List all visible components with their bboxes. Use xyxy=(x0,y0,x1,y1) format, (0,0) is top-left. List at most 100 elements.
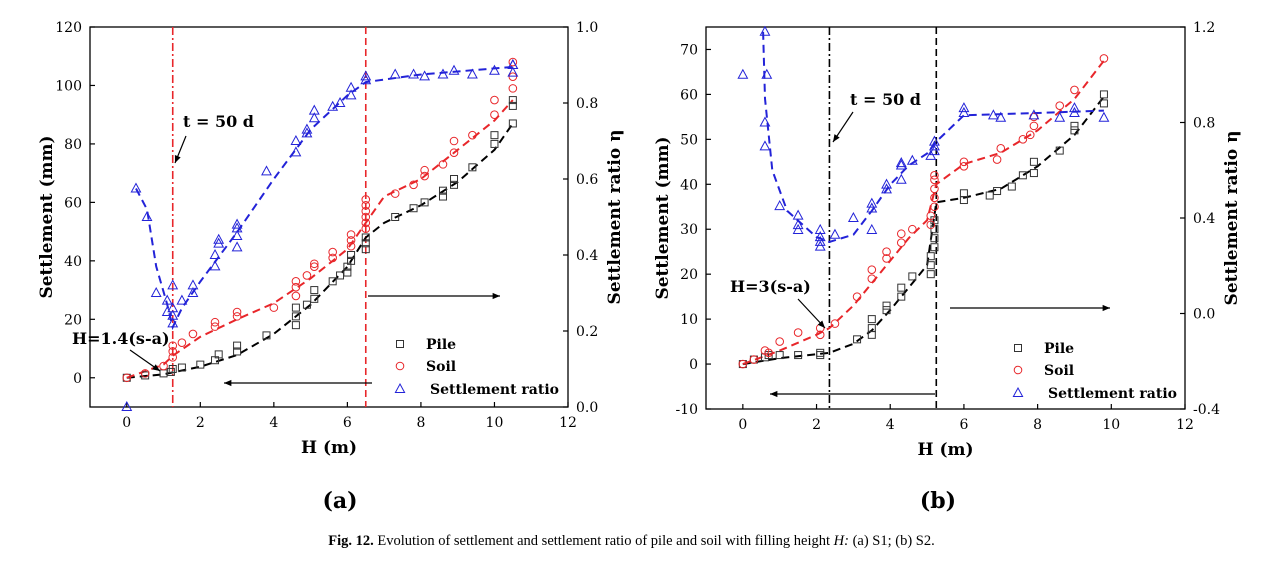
panel-label: (a) xyxy=(322,488,357,514)
ratio-point xyxy=(308,104,320,115)
y-right-tick-label: 0.4 xyxy=(576,248,598,264)
pile-point xyxy=(291,312,300,321)
ratio-point xyxy=(1069,106,1080,117)
ratio-point xyxy=(187,286,199,297)
y-left-tick-label: 40 xyxy=(64,254,82,270)
y-right-tick-label: 0.6 xyxy=(576,172,598,188)
ratio-point xyxy=(929,135,940,146)
soil-point xyxy=(346,230,356,239)
ratio-point xyxy=(958,106,970,117)
ratio-point xyxy=(187,279,199,290)
pile-point xyxy=(930,234,939,243)
pile-point xyxy=(816,348,825,357)
ratio-point xyxy=(866,223,878,234)
ratio-point xyxy=(1098,111,1110,122)
soil-point xyxy=(159,361,168,371)
soil-point xyxy=(468,130,477,140)
pile-point xyxy=(926,270,935,279)
pile-point xyxy=(794,351,803,360)
soil-point xyxy=(775,337,784,346)
soil-fit-curve xyxy=(742,60,1105,366)
y-left-tick-label: 0 xyxy=(73,371,82,387)
annotation-t50-arrow-head xyxy=(174,155,181,163)
pile-point xyxy=(310,286,319,295)
soil-fit-curve xyxy=(126,99,514,379)
ratio-point xyxy=(408,68,420,79)
soil-point xyxy=(328,253,337,263)
x-tick-label: 2 xyxy=(196,415,205,431)
legend-soil-marker xyxy=(1013,365,1023,375)
soil-point xyxy=(346,236,356,245)
ratio-point xyxy=(1054,111,1066,122)
pile-point xyxy=(347,251,356,259)
ratio-point xyxy=(327,100,339,111)
caption-label: Fig. 12. xyxy=(328,533,374,549)
panel-label: (b) xyxy=(920,488,956,514)
soil-point xyxy=(168,341,178,350)
ratio-point xyxy=(792,223,804,234)
legend-ratio-marker xyxy=(1012,386,1024,397)
ratio-point xyxy=(161,294,173,305)
y-left-tick-label: 0 xyxy=(689,357,698,373)
soil-point xyxy=(168,347,178,356)
pile-point xyxy=(1029,169,1038,178)
ratio-point xyxy=(895,173,907,184)
soil-point xyxy=(852,292,862,301)
soil-point xyxy=(926,220,936,230)
pile-point xyxy=(310,294,319,303)
ratio-point xyxy=(150,286,162,297)
soil-point xyxy=(959,162,969,171)
annotation-t50-arrow-head xyxy=(833,134,840,142)
soil-point xyxy=(361,218,371,228)
soil-point xyxy=(1018,135,1028,144)
ratio-point xyxy=(231,241,243,252)
ratio-point xyxy=(130,182,142,193)
pile-point xyxy=(1029,157,1038,166)
soil-point xyxy=(490,110,499,119)
caption-text: Evolution of settlement and settlement r… xyxy=(377,533,831,549)
ratio-point xyxy=(866,202,878,213)
y-right-tick-label: 0.2 xyxy=(576,324,598,340)
pile-point xyxy=(177,363,186,372)
ratio-point xyxy=(231,218,243,229)
y-right-tick-label: -0.4 xyxy=(1193,402,1220,418)
x-tick-label: 0 xyxy=(122,415,131,431)
soil-point xyxy=(830,319,840,328)
ratio-point xyxy=(489,64,500,75)
pile-point xyxy=(1007,182,1016,191)
ratio-point xyxy=(345,89,357,100)
pile-point xyxy=(490,131,499,140)
soil-point xyxy=(930,175,939,185)
ratio-point xyxy=(419,70,431,81)
legend-ratio-label: Settlement ratio xyxy=(1048,386,1177,402)
soil-point xyxy=(764,348,773,358)
pile-point xyxy=(214,350,223,359)
pile-point xyxy=(361,239,370,248)
pile-point xyxy=(450,175,459,183)
y-left-tick-label: 20 xyxy=(680,267,698,283)
plot-frame xyxy=(89,26,569,408)
soil-point xyxy=(508,57,518,67)
soil-point xyxy=(882,254,891,263)
soil-point xyxy=(449,148,459,157)
x-tick-label: 8 xyxy=(416,415,425,431)
x-tick-label: 4 xyxy=(886,417,895,433)
soil-point xyxy=(210,317,220,327)
legend-soil-marker xyxy=(395,361,405,371)
ratio-point xyxy=(301,123,313,134)
pile-point xyxy=(1099,90,1108,99)
soil-point xyxy=(738,359,748,369)
y-right-tick-label: 0.0 xyxy=(1193,307,1215,323)
ratio-point xyxy=(759,25,771,36)
soil-point xyxy=(930,202,939,212)
y-right-tick-label: 0.8 xyxy=(576,96,598,112)
x-tick-label: 2 xyxy=(812,417,821,433)
soil-point xyxy=(508,72,518,81)
pile-point xyxy=(853,335,862,344)
pile-point xyxy=(959,189,968,198)
legend-pile-label: Pile xyxy=(426,337,456,353)
soil-point xyxy=(232,307,242,317)
pile-point xyxy=(450,180,459,189)
annotation-h-arrow-head xyxy=(152,364,160,371)
pile-point xyxy=(1070,121,1079,130)
